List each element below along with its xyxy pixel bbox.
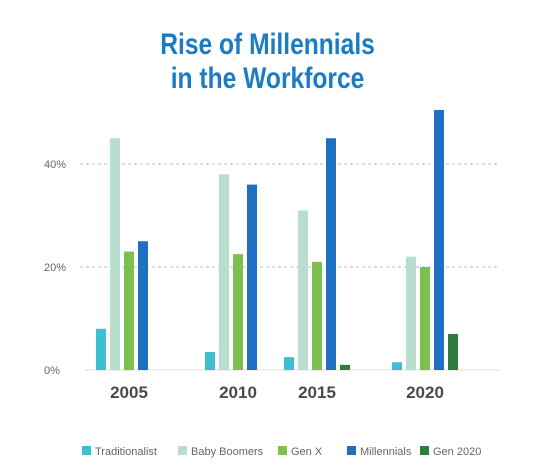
chart-title-line-1: Rise of Millennials	[160, 28, 375, 61]
legend-label: Millennials	[360, 446, 412, 458]
bar	[247, 184, 257, 370]
bar	[326, 138, 336, 370]
legend-swatch	[347, 446, 356, 455]
bar	[420, 267, 430, 370]
bar	[448, 333, 458, 370]
bar	[392, 362, 402, 370]
legend-swatch	[420, 446, 429, 455]
legend-label: Gen 2020	[433, 446, 481, 458]
legend-label: Gen X	[291, 446, 323, 458]
bar	[138, 241, 148, 370]
y-tick-label: 0%	[44, 365, 60, 377]
chart-title-line-2: in the Workforce	[170, 62, 365, 95]
chart-title: Rise of Millennials in the Workforce	[49, 28, 487, 96]
bar	[434, 109, 444, 371]
bar	[312, 261, 322, 370]
x-tick-label: 2010	[219, 383, 257, 402]
legend-swatch	[178, 446, 187, 455]
bar	[233, 254, 243, 370]
bar	[219, 174, 229, 370]
legend-swatch	[82, 446, 91, 455]
bar	[298, 210, 308, 370]
bar	[284, 357, 294, 370]
y-tick-label: 40%	[44, 159, 66, 171]
legend-label: Baby Boomers	[191, 446, 264, 458]
bar	[124, 251, 134, 370]
bar	[110, 138, 120, 370]
y-tick-label: 20%	[44, 262, 66, 274]
bar	[96, 328, 106, 370]
bar	[205, 351, 215, 370]
x-tick-label: 2020	[406, 383, 444, 402]
legend-swatch	[278, 446, 287, 455]
x-tick-label: 2015	[298, 383, 336, 402]
x-tick-label: 2005	[110, 383, 148, 402]
bar	[340, 364, 350, 370]
legend-label: Traditionalist	[95, 446, 157, 458]
bar	[406, 256, 416, 370]
